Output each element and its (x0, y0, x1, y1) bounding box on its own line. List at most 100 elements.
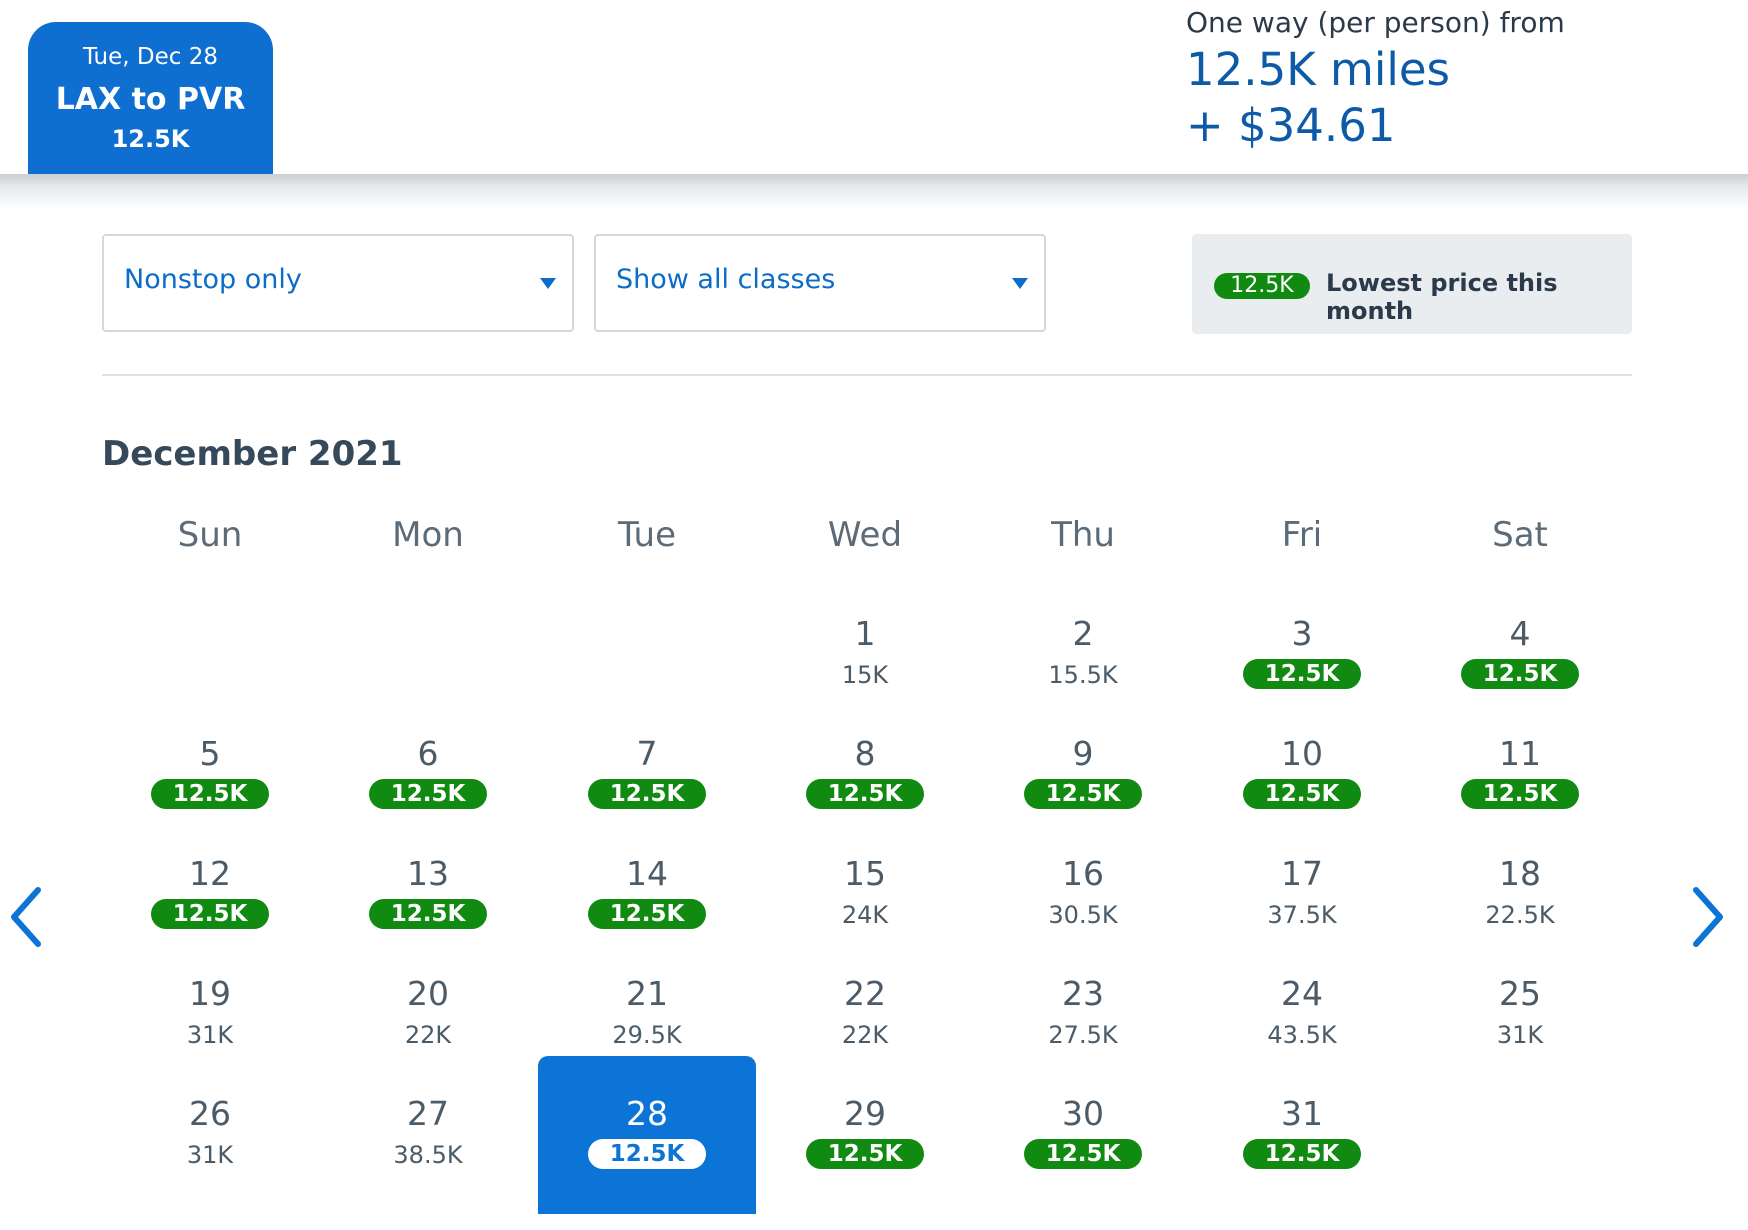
day-number: 17 (1281, 854, 1323, 893)
legend-text: Lowest price this month (1326, 269, 1558, 325)
calendar-day[interactable]: 7 12.5K (538, 734, 756, 854)
stops-select[interactable]: Nonstop only (102, 234, 574, 332)
calendar-day[interactable]: 10 12.5K (1193, 734, 1411, 854)
lowest-price-badge: 12.5K (1024, 1139, 1142, 1169)
fare-summary: One way (per person) from 12.5K miles + … (1186, 4, 1726, 154)
day-number: 23 (1062, 974, 1104, 1013)
lowest-price-legend: 12.5K Lowest price this month (1192, 234, 1632, 334)
calendar-day[interactable]: 5 12.5K (101, 734, 319, 854)
results-header (0, 0, 1748, 174)
calendar-day[interactable]: 24 43.5K (1193, 974, 1411, 1094)
calendar-day[interactable]: 14 12.5K (538, 854, 756, 974)
day-number: 21 (626, 974, 668, 1013)
day-number: 19 (189, 974, 231, 1013)
lowest-price-badge: 12.5K (588, 899, 706, 929)
calendar-day[interactable]: 21 29.5K (538, 974, 756, 1094)
day-number: 5 (199, 734, 221, 773)
calendar-day[interactable]: 25 31K (1411, 974, 1629, 1094)
stops-select-value: Nonstop only (124, 264, 302, 295)
day-number: 3 (1291, 614, 1313, 653)
day-number: 30 (1062, 1094, 1104, 1133)
calendar-day[interactable]: 17 37.5K (1193, 854, 1411, 974)
day-number: 6 (417, 734, 439, 773)
calendar-day[interactable]: 12 12.5K (101, 854, 319, 974)
chevron-left-icon[interactable] (2, 882, 52, 952)
calendar-day[interactable]: 3 12.5K (1193, 614, 1411, 734)
day-number: 18 (1499, 854, 1541, 893)
calendar-day[interactable]: 22 22K (756, 974, 974, 1094)
lowest-price-badge: 12.5K (1243, 779, 1361, 809)
day-number: 24 (1281, 974, 1323, 1013)
day-price: 38.5K (393, 1141, 463, 1169)
lowest-price-badge: 12.5K (588, 779, 706, 809)
weekday-wed: Wed (827, 515, 903, 555)
weekday-sun: Sun (177, 515, 243, 555)
chevron-right-icon[interactable] (1682, 882, 1732, 952)
caret-down-icon (1012, 278, 1028, 289)
day-number: 7 (636, 734, 658, 773)
lowest-price-badge: 12.5K (806, 1139, 924, 1169)
calendar-day[interactable]: 20 22K (319, 974, 537, 1094)
calendar-day[interactable]: 15 24K (756, 854, 974, 974)
day-price: 31K (186, 1021, 234, 1049)
calendar-day[interactable]: 26 31K (101, 1094, 319, 1214)
cabin-select[interactable]: Show all classes (594, 234, 1046, 332)
cabin-select-value: Show all classes (616, 264, 836, 295)
caret-down-icon (540, 278, 556, 289)
weekday-mon: Mon (392, 515, 464, 555)
calendar-day[interactable]: 13 12.5K (319, 854, 537, 974)
selected-date-tab[interactable]: Tue, Dec 28 LAX to PVR 12.5K (28, 22, 273, 174)
day-number: 9 (1072, 734, 1094, 773)
weekday-fri: Fri (1281, 515, 1323, 555)
day-number: 13 (407, 854, 449, 893)
calendar-day[interactable]: 4 12.5K (1411, 614, 1629, 734)
calendar-day-selected[interactable]: 28 12.5K (538, 1056, 756, 1214)
day-number: 11 (1499, 734, 1541, 773)
day-number: 10 (1281, 734, 1323, 773)
calendar-day[interactable]: 31 12.5K (1193, 1094, 1411, 1214)
day-price: 29.5K (612, 1021, 682, 1049)
day-price: 24K (841, 901, 889, 929)
calendar-day[interactable]: 27 38.5K (319, 1094, 537, 1214)
calendar-day[interactable]: 23 27.5K (974, 974, 1192, 1094)
day-price: 22K (841, 1021, 889, 1049)
fare-label: One way (per person) from (1186, 6, 1565, 39)
weekday-sat: Sat (1492, 515, 1548, 555)
calendar-day[interactable]: 9 12.5K (974, 734, 1192, 854)
calendar-day[interactable]: 16 30.5K (974, 854, 1192, 974)
calendar-day[interactable]: 6 12.5K (319, 734, 537, 854)
day-number: 31 (1281, 1094, 1323, 1133)
calendar-day[interactable]: 18 22.5K (1411, 854, 1629, 974)
day-number: 29 (844, 1094, 886, 1133)
calendar-day[interactable]: 30 12.5K (974, 1094, 1192, 1214)
tab-route: LAX to PVR (55, 82, 246, 117)
lowest-price-badge: 12.5K (369, 779, 487, 809)
lowest-price-badge: 12.5K (588, 1139, 706, 1169)
lowest-price-badge: 12.5K (1243, 1139, 1361, 1169)
header-shadow (0, 174, 1748, 210)
day-number: 28 (626, 1094, 668, 1133)
day-number: 22 (844, 974, 886, 1013)
day-number: 8 (854, 734, 876, 773)
calendar-day[interactable]: 8 12.5K (756, 734, 974, 854)
day-number: 14 (626, 854, 668, 893)
day-price: 31K (1496, 1021, 1544, 1049)
calendar-day[interactable]: 1 15K (756, 614, 974, 734)
calendar-day[interactable]: 2 15.5K (974, 614, 1192, 734)
day-number: 20 (407, 974, 449, 1013)
lowest-price-badge: 12.5K (1461, 779, 1579, 809)
calendar-day[interactable]: 11 12.5K (1411, 734, 1629, 854)
day-number: 4 (1509, 614, 1531, 653)
divider (102, 374, 1632, 376)
lowest-price-badge: 12.5K (1024, 779, 1142, 809)
day-price: 30.5K (1048, 901, 1118, 929)
lowest-price-badge: 12.5K (806, 779, 924, 809)
day-price: 15.5K (1048, 661, 1118, 689)
calendar-day[interactable]: 29 12.5K (756, 1094, 974, 1214)
tab-date: Tue, Dec 28 (83, 44, 218, 70)
calendar-day[interactable]: 19 31K (101, 974, 319, 1094)
month-title: December 2021 (102, 434, 403, 474)
day-price: 15K (841, 661, 889, 689)
day-number: 26 (189, 1094, 231, 1133)
lowest-price-badge: 12.5K (151, 899, 269, 929)
